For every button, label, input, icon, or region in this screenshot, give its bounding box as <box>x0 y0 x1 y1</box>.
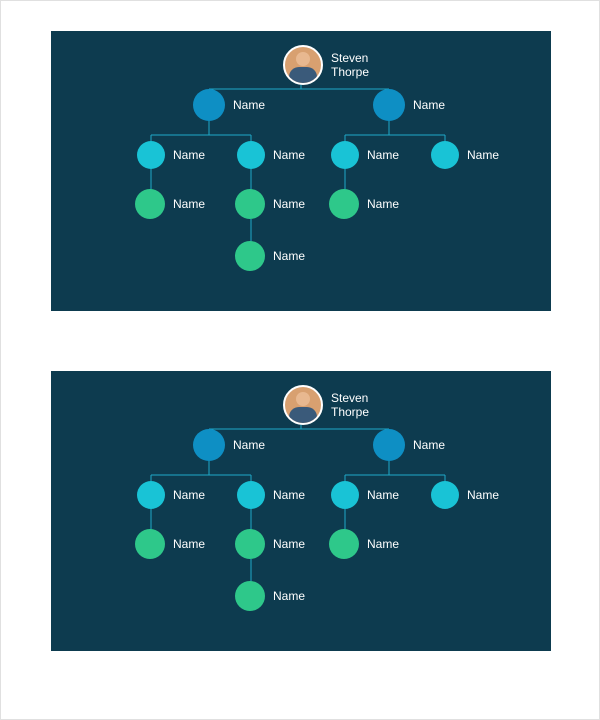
node-circle <box>193 429 225 461</box>
node-circle <box>137 481 165 509</box>
tree-node: Name <box>235 581 305 611</box>
node-label: Name <box>413 438 445 452</box>
node-label: Name <box>173 197 205 211</box>
tree-node: Name <box>137 481 205 509</box>
node-label: Name <box>367 197 399 211</box>
tree-node: Name <box>237 141 305 169</box>
org-chart-panel-2: Steven Thorpe Name Name Name Name Name Name Nam… <box>51 371 551 651</box>
root-label: Steven Thorpe <box>331 391 381 420</box>
node-label: Name <box>273 148 305 162</box>
tree-node: Name <box>135 529 205 559</box>
tree-node: Name <box>193 89 265 121</box>
tree-node: Name <box>329 529 399 559</box>
node-circle <box>235 241 265 271</box>
tree-node: Name <box>237 481 305 509</box>
node-circle <box>237 481 265 509</box>
node-circle <box>373 429 405 461</box>
avatar <box>283 385 323 425</box>
node-circle <box>235 581 265 611</box>
tree-node: Name <box>431 481 499 509</box>
node-label: Name <box>273 537 305 551</box>
node-circle <box>431 141 459 169</box>
node-circle <box>137 141 165 169</box>
tree-node: Name <box>193 429 265 461</box>
node-label: Name <box>367 488 399 502</box>
tree-node: Name <box>431 141 499 169</box>
node-label: Name <box>173 488 205 502</box>
node-circle <box>431 481 459 509</box>
node-circle <box>135 189 165 219</box>
page: Steven Thorpe Name Name Name Name Name Name Nam… <box>0 0 600 720</box>
node-label: Name <box>173 148 205 162</box>
node-circle <box>331 141 359 169</box>
avatar <box>283 45 323 85</box>
node-circle <box>331 481 359 509</box>
tree-node: Name <box>135 189 205 219</box>
node-circle <box>329 189 359 219</box>
node-label: Name <box>273 197 305 211</box>
node-circle <box>235 529 265 559</box>
node-label: Name <box>233 98 265 112</box>
node-label: Name <box>273 488 305 502</box>
node-circle <box>237 141 265 169</box>
tree-node: Name <box>235 529 305 559</box>
node-label: Name <box>367 148 399 162</box>
org-chart-panel-1: Steven Thorpe Name Name Name Name Name Name Nam… <box>51 31 551 311</box>
tree-node: Name <box>331 481 399 509</box>
node-label: Name <box>233 438 265 452</box>
node-label: Name <box>173 537 205 551</box>
tree-root-node: Steven Thorpe <box>283 45 381 85</box>
node-circle <box>373 89 405 121</box>
tree-node: Name <box>137 141 205 169</box>
root-label: Steven Thorpe <box>331 51 381 80</box>
node-circle <box>135 529 165 559</box>
tree-node: Name <box>373 429 445 461</box>
tree-root-node: Steven Thorpe <box>283 385 381 425</box>
node-label: Name <box>273 589 305 603</box>
node-label: Name <box>367 537 399 551</box>
tree-node: Name <box>329 189 399 219</box>
tree-node: Name <box>373 89 445 121</box>
node-label: Name <box>273 249 305 263</box>
node-label: Name <box>467 148 499 162</box>
tree-node: Name <box>331 141 399 169</box>
node-circle <box>329 529 359 559</box>
node-circle <box>235 189 265 219</box>
node-circle <box>193 89 225 121</box>
tree-node: Name <box>235 241 305 271</box>
node-label: Name <box>413 98 445 112</box>
node-label: Name <box>467 488 499 502</box>
tree-node: Name <box>235 189 305 219</box>
